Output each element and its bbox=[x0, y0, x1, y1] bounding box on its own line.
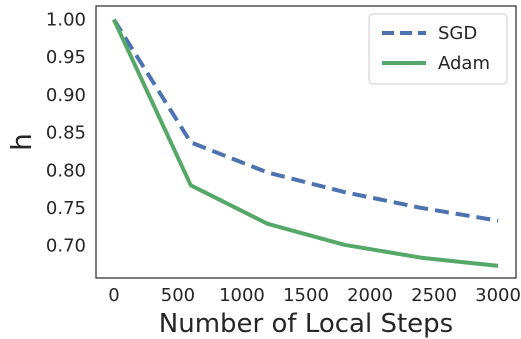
x-tick-label: 3000 bbox=[475, 285, 521, 306]
y-tick-label: 1.00 bbox=[46, 10, 86, 31]
x-tick-label: 0 bbox=[108, 285, 119, 306]
x-tick-label: 2000 bbox=[347, 285, 393, 306]
legend-label-adam: Adam bbox=[438, 53, 490, 74]
y-axis-ticks: 0.70 0.75 0.80 0.85 0.90 0.95 1.00 bbox=[46, 10, 86, 257]
y-axis-label: h bbox=[5, 133, 38, 151]
x-tick-label: 1000 bbox=[219, 285, 265, 306]
x-axis-label: Number of Local Steps bbox=[159, 309, 453, 339]
y-tick-label: 0.90 bbox=[46, 85, 86, 106]
x-tick-label: 1500 bbox=[283, 285, 329, 306]
y-tick-label: 0.75 bbox=[46, 198, 86, 219]
y-tick-label: 0.70 bbox=[46, 236, 86, 257]
y-tick-label: 0.85 bbox=[46, 123, 86, 144]
series-lines bbox=[112, 18, 499, 268]
y-tick-label: 0.95 bbox=[46, 47, 86, 68]
series-line-adam bbox=[112, 18, 499, 268]
legend: SGD Adam bbox=[368, 13, 508, 85]
x-tick-label: 500 bbox=[161, 285, 195, 306]
legend-label-sgd: SGD bbox=[438, 23, 477, 44]
y-tick-label: 0.80 bbox=[46, 160, 86, 181]
x-tick-label: 2500 bbox=[411, 285, 457, 306]
x-axis-ticks: 0 500 1000 1500 2000 2500 3000 bbox=[108, 285, 521, 306]
